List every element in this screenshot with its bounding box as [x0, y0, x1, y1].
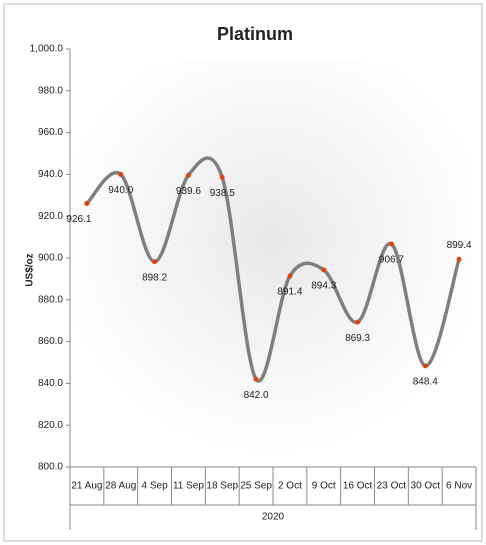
- y-tick-label: 820.0: [38, 420, 63, 431]
- data-label: 926.1: [66, 214, 91, 225]
- data-label: 899.4: [447, 240, 472, 251]
- data-label: 906.7: [379, 255, 404, 266]
- background: [72, 60, 472, 460]
- marker: [84, 200, 90, 206]
- marker: [388, 241, 394, 247]
- x-tick-label: 16 Oct: [343, 481, 373, 492]
- marker: [219, 175, 225, 181]
- y-tick-label: 920.0: [38, 211, 63, 222]
- y-tick-label: 840.0: [38, 378, 63, 389]
- y-tick-label: 960.0: [38, 127, 63, 138]
- x-tick-label: 18 Sep: [206, 481, 238, 492]
- data-label: 898.2: [142, 272, 167, 283]
- y-tick-label: 1,000.0: [30, 44, 64, 55]
- x-tick-label: 4 Sep: [142, 481, 169, 492]
- y-axis-label: US$/oz: [25, 253, 36, 286]
- data-label: 869.3: [345, 333, 370, 344]
- marker: [456, 256, 462, 262]
- y-tick-label: 900.0: [38, 253, 63, 264]
- data-label: 939.6: [176, 186, 201, 197]
- x-tick-label: 21 Aug: [71, 481, 102, 492]
- x-tick-label: 2 Oct: [278, 481, 302, 492]
- marker: [253, 376, 259, 382]
- y-tick-label: 880.0: [38, 294, 63, 305]
- data-label: 940.0: [108, 185, 133, 196]
- x-tick-label: 11 Sep: [173, 481, 204, 492]
- marker: [185, 172, 191, 178]
- x-tick-label: 25 Sep: [240, 481, 272, 492]
- marker: [355, 319, 361, 325]
- marker: [118, 171, 124, 177]
- x-tick-label: 6 Nov: [446, 481, 472, 492]
- data-label: 894.3: [311, 281, 336, 292]
- y-tick-label: 800.0: [38, 462, 63, 473]
- x-tick-label: 23 Oct: [377, 481, 407, 492]
- marker: [287, 273, 293, 279]
- y-tick-label: 940.0: [38, 169, 63, 180]
- marker: [422, 363, 428, 369]
- y-tick-label: 860.0: [38, 336, 63, 347]
- x-tick-label: 30 Oct: [411, 481, 441, 492]
- data-label: 938.5: [210, 188, 235, 199]
- marker: [152, 259, 158, 265]
- data-label: 848.4: [413, 376, 438, 387]
- marker: [321, 267, 327, 273]
- y-tick-label: 980.0: [38, 85, 63, 96]
- x-tick-label: 9 Oct: [312, 481, 336, 492]
- x-tick-label: 28 Aug: [105, 481, 136, 492]
- data-label: 891.4: [277, 287, 302, 298]
- data-label: 842.0: [244, 390, 269, 401]
- x-group-label: 2020: [262, 512, 285, 523]
- chart-title: Platinum: [217, 24, 293, 44]
